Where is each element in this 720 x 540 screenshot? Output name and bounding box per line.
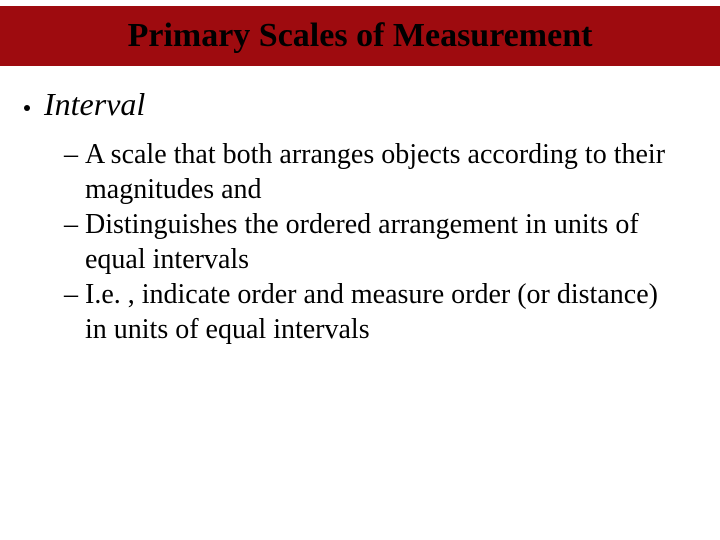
dash-icon: – [64,277,85,312]
dash-icon: – [64,207,85,242]
bullet-label: Interval [44,86,145,123]
sub-bullet-item: – I.e. , indicate order and measure orde… [64,277,680,347]
sub-bullet-text: A scale that both arranges objects accor… [85,137,680,207]
title-bar: Primary Scales of Measurement [0,6,720,66]
sub-bullet-text: Distinguishes the ordered arrangement in… [85,207,680,277]
dash-icon: – [64,137,85,172]
sub-bullet-item: – Distinguishes the ordered arrangement … [64,207,680,277]
slide-body: Interval – A scale that both arranges ob… [0,86,720,347]
sub-bullet-list: – A scale that both arranges objects acc… [0,137,720,347]
sub-bullet-text: I.e. , indicate order and measure order … [85,277,680,347]
sub-bullet-item: – A scale that both arranges objects acc… [64,137,680,207]
bullet-item: Interval [0,86,720,123]
slide-title: Primary Scales of Measurement [128,17,593,54]
bullet-dot-icon [24,105,30,111]
